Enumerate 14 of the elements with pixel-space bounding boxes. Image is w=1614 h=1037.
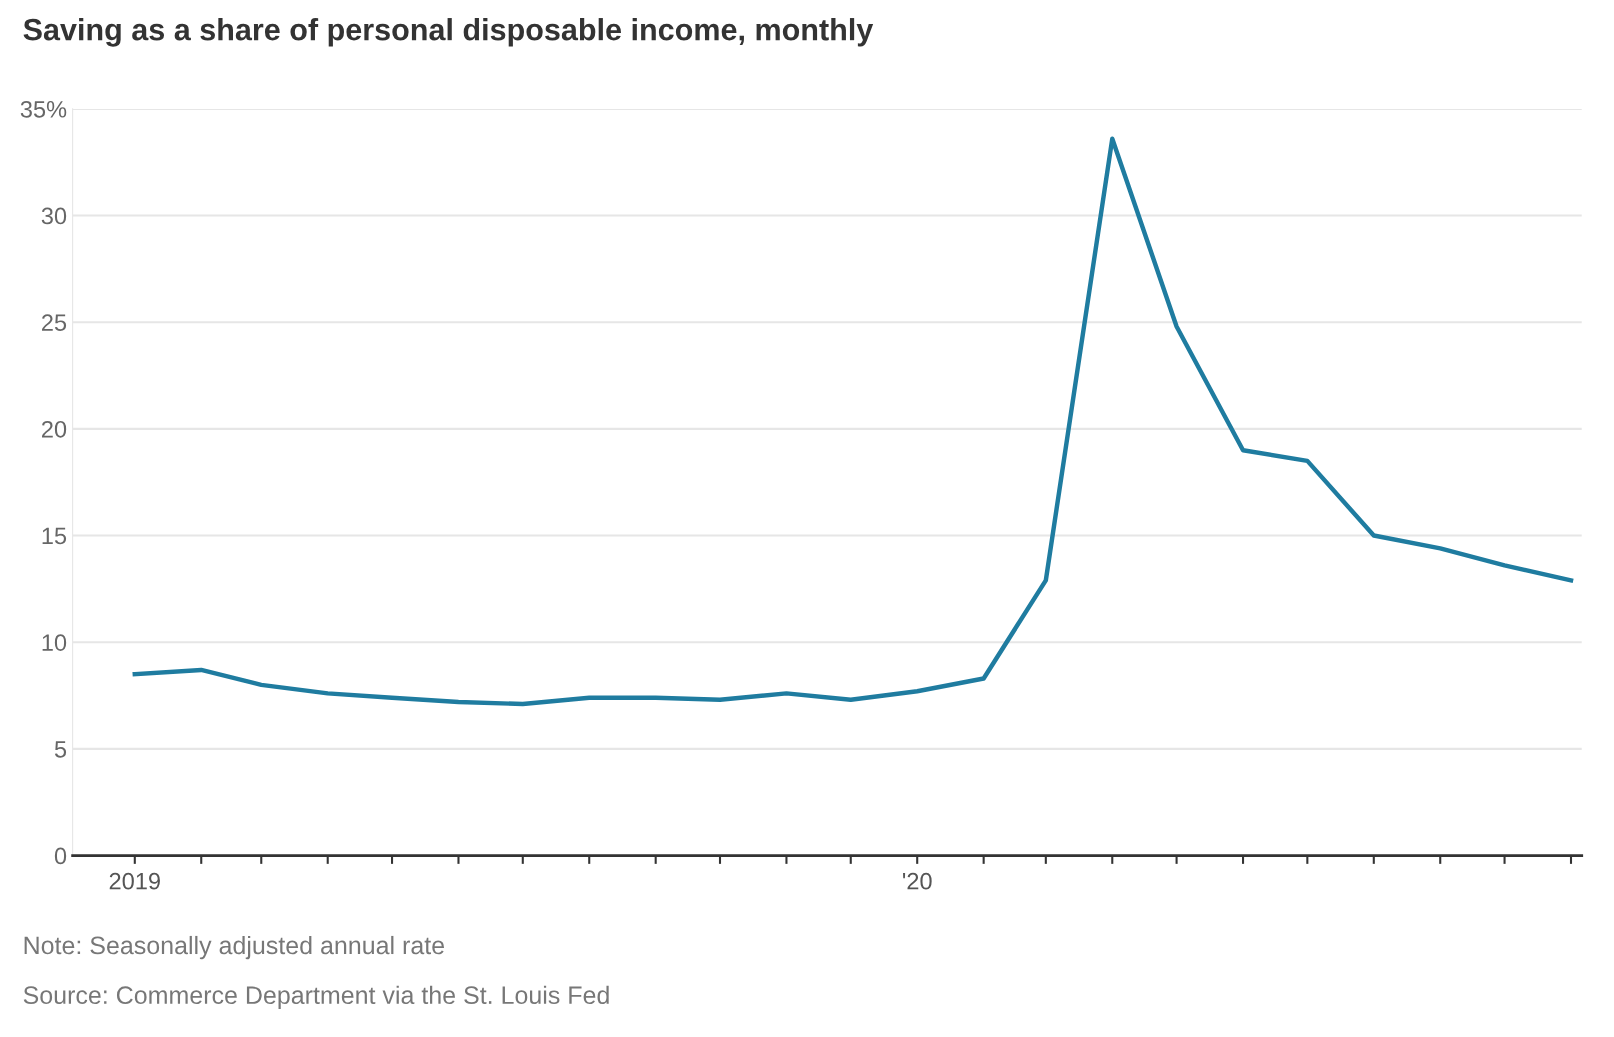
chart-title: Saving as a share of personal disposable income, monthly [23,18,874,47]
y-tick-label: 0 [54,847,67,865]
y-tick-label: 20 [42,420,67,438]
y-tick-label: 15 [42,527,67,545]
x-tick-label: 2019 [109,872,160,890]
y-tick-label: 25 [42,314,67,331]
y-tick-label: 30 [41,207,67,225]
y-tick-label: 5 [54,741,67,758]
text: Note: Seasonally adjusted annual rate [24,935,444,960]
x-tick-label: '20 [903,872,932,890]
line-series [132,136,1574,707]
y-tick-label: 35% [20,100,67,118]
y-tick-label: 10 [42,634,67,651]
source-note: Source: Commerce Department via the St. Louis Fed [23,985,609,1009]
